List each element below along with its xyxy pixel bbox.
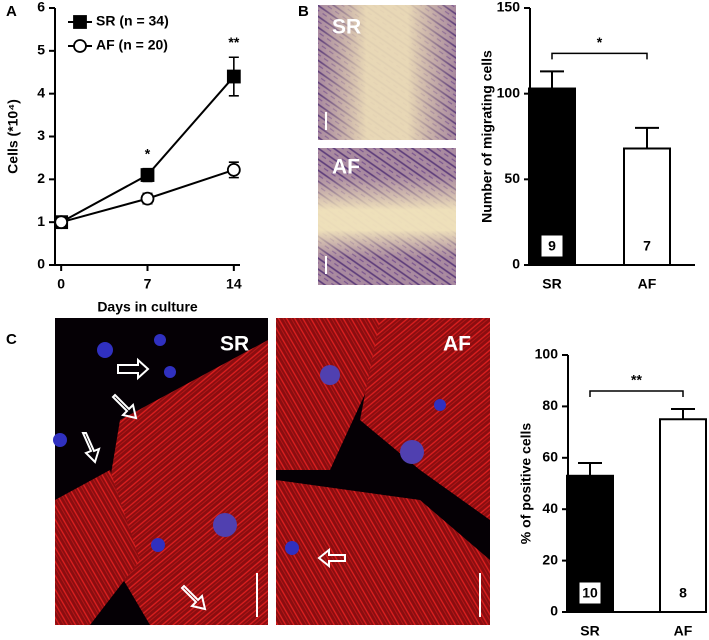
n-box <box>672 582 694 604</box>
legend-label: AF (n = 20) <box>96 37 168 53</box>
error-bar <box>578 461 602 476</box>
marker <box>140 168 155 182</box>
marker <box>54 215 69 230</box>
y-tick-label: 4 <box>37 84 45 100</box>
y-tick-label: 60 <box>542 449 558 465</box>
x-tick-label: 14 <box>226 276 242 292</box>
x-axis-label: Days in culture <box>97 299 198 315</box>
significance: ** <box>228 34 239 50</box>
legend-label: SR (n = 34) <box>96 13 169 29</box>
n-label: 8 <box>679 585 687 601</box>
micrograph <box>318 148 456 285</box>
significance: * <box>145 145 151 161</box>
micrograph-label: AF <box>332 156 360 179</box>
y-tick-label: 0 <box>512 256 520 272</box>
micrograph-label: SR <box>332 16 361 39</box>
y-tick-label: 0 <box>37 256 45 272</box>
n-box <box>540 234 564 258</box>
micrograph <box>318 5 456 140</box>
x-tick-label: SR <box>580 623 599 639</box>
error-bar <box>671 407 695 420</box>
marker <box>140 191 155 206</box>
panel-label: C <box>6 331 17 348</box>
significance: * <box>597 34 603 50</box>
significance-bracket <box>551 52 648 60</box>
n-label: 10 <box>582 585 598 601</box>
y-tick-label: 1 <box>37 213 45 229</box>
n-box <box>636 235 658 257</box>
n-label: 9 <box>548 238 556 254</box>
error-bar <box>540 70 564 89</box>
y-tick-label: 80 <box>542 397 558 413</box>
y-axis-label: % of positive cells <box>518 423 534 545</box>
y-tick-label: 0 <box>550 603 558 619</box>
micrograph-label: AF <box>443 333 471 356</box>
y-tick-label: 100 <box>497 84 521 100</box>
y-tick-label: 100 <box>535 346 559 362</box>
x-tick-label: AF <box>638 276 657 292</box>
micrograph-label: SR <box>220 333 249 356</box>
x-tick-label: SR <box>542 276 561 292</box>
panel-label: B <box>298 3 309 20</box>
y-tick-label: 5 <box>37 42 45 58</box>
significance-bracket <box>589 390 684 397</box>
y-tick-label: 2 <box>37 170 45 186</box>
marker <box>226 163 241 177</box>
bar <box>659 418 707 613</box>
x-tick-label: 0 <box>57 276 65 292</box>
legend-marker <box>73 15 87 29</box>
y-axis-label: Number of migrating cells <box>479 50 495 223</box>
x-tick-label: 7 <box>144 276 152 292</box>
y-tick-label: 40 <box>542 500 558 516</box>
n-label: 7 <box>643 238 651 254</box>
x-tick-label: AF <box>674 623 693 639</box>
y-tick-label: 3 <box>37 127 45 143</box>
n-box <box>578 581 602 605</box>
significance: ** <box>631 372 642 388</box>
y-tick-label: 6 <box>37 0 45 15</box>
micrograph <box>53 318 268 625</box>
y-tick-label: 50 <box>504 170 520 186</box>
micrograph <box>276 318 490 625</box>
y-tick-label: 20 <box>542 551 558 567</box>
legend-marker <box>73 39 87 53</box>
error-bar <box>635 126 659 149</box>
y-axis-label: Cells (*10⁴) <box>5 99 21 174</box>
y-tick-label: 150 <box>497 0 521 15</box>
marker <box>226 69 241 84</box>
panel-label: A <box>6 3 17 20</box>
